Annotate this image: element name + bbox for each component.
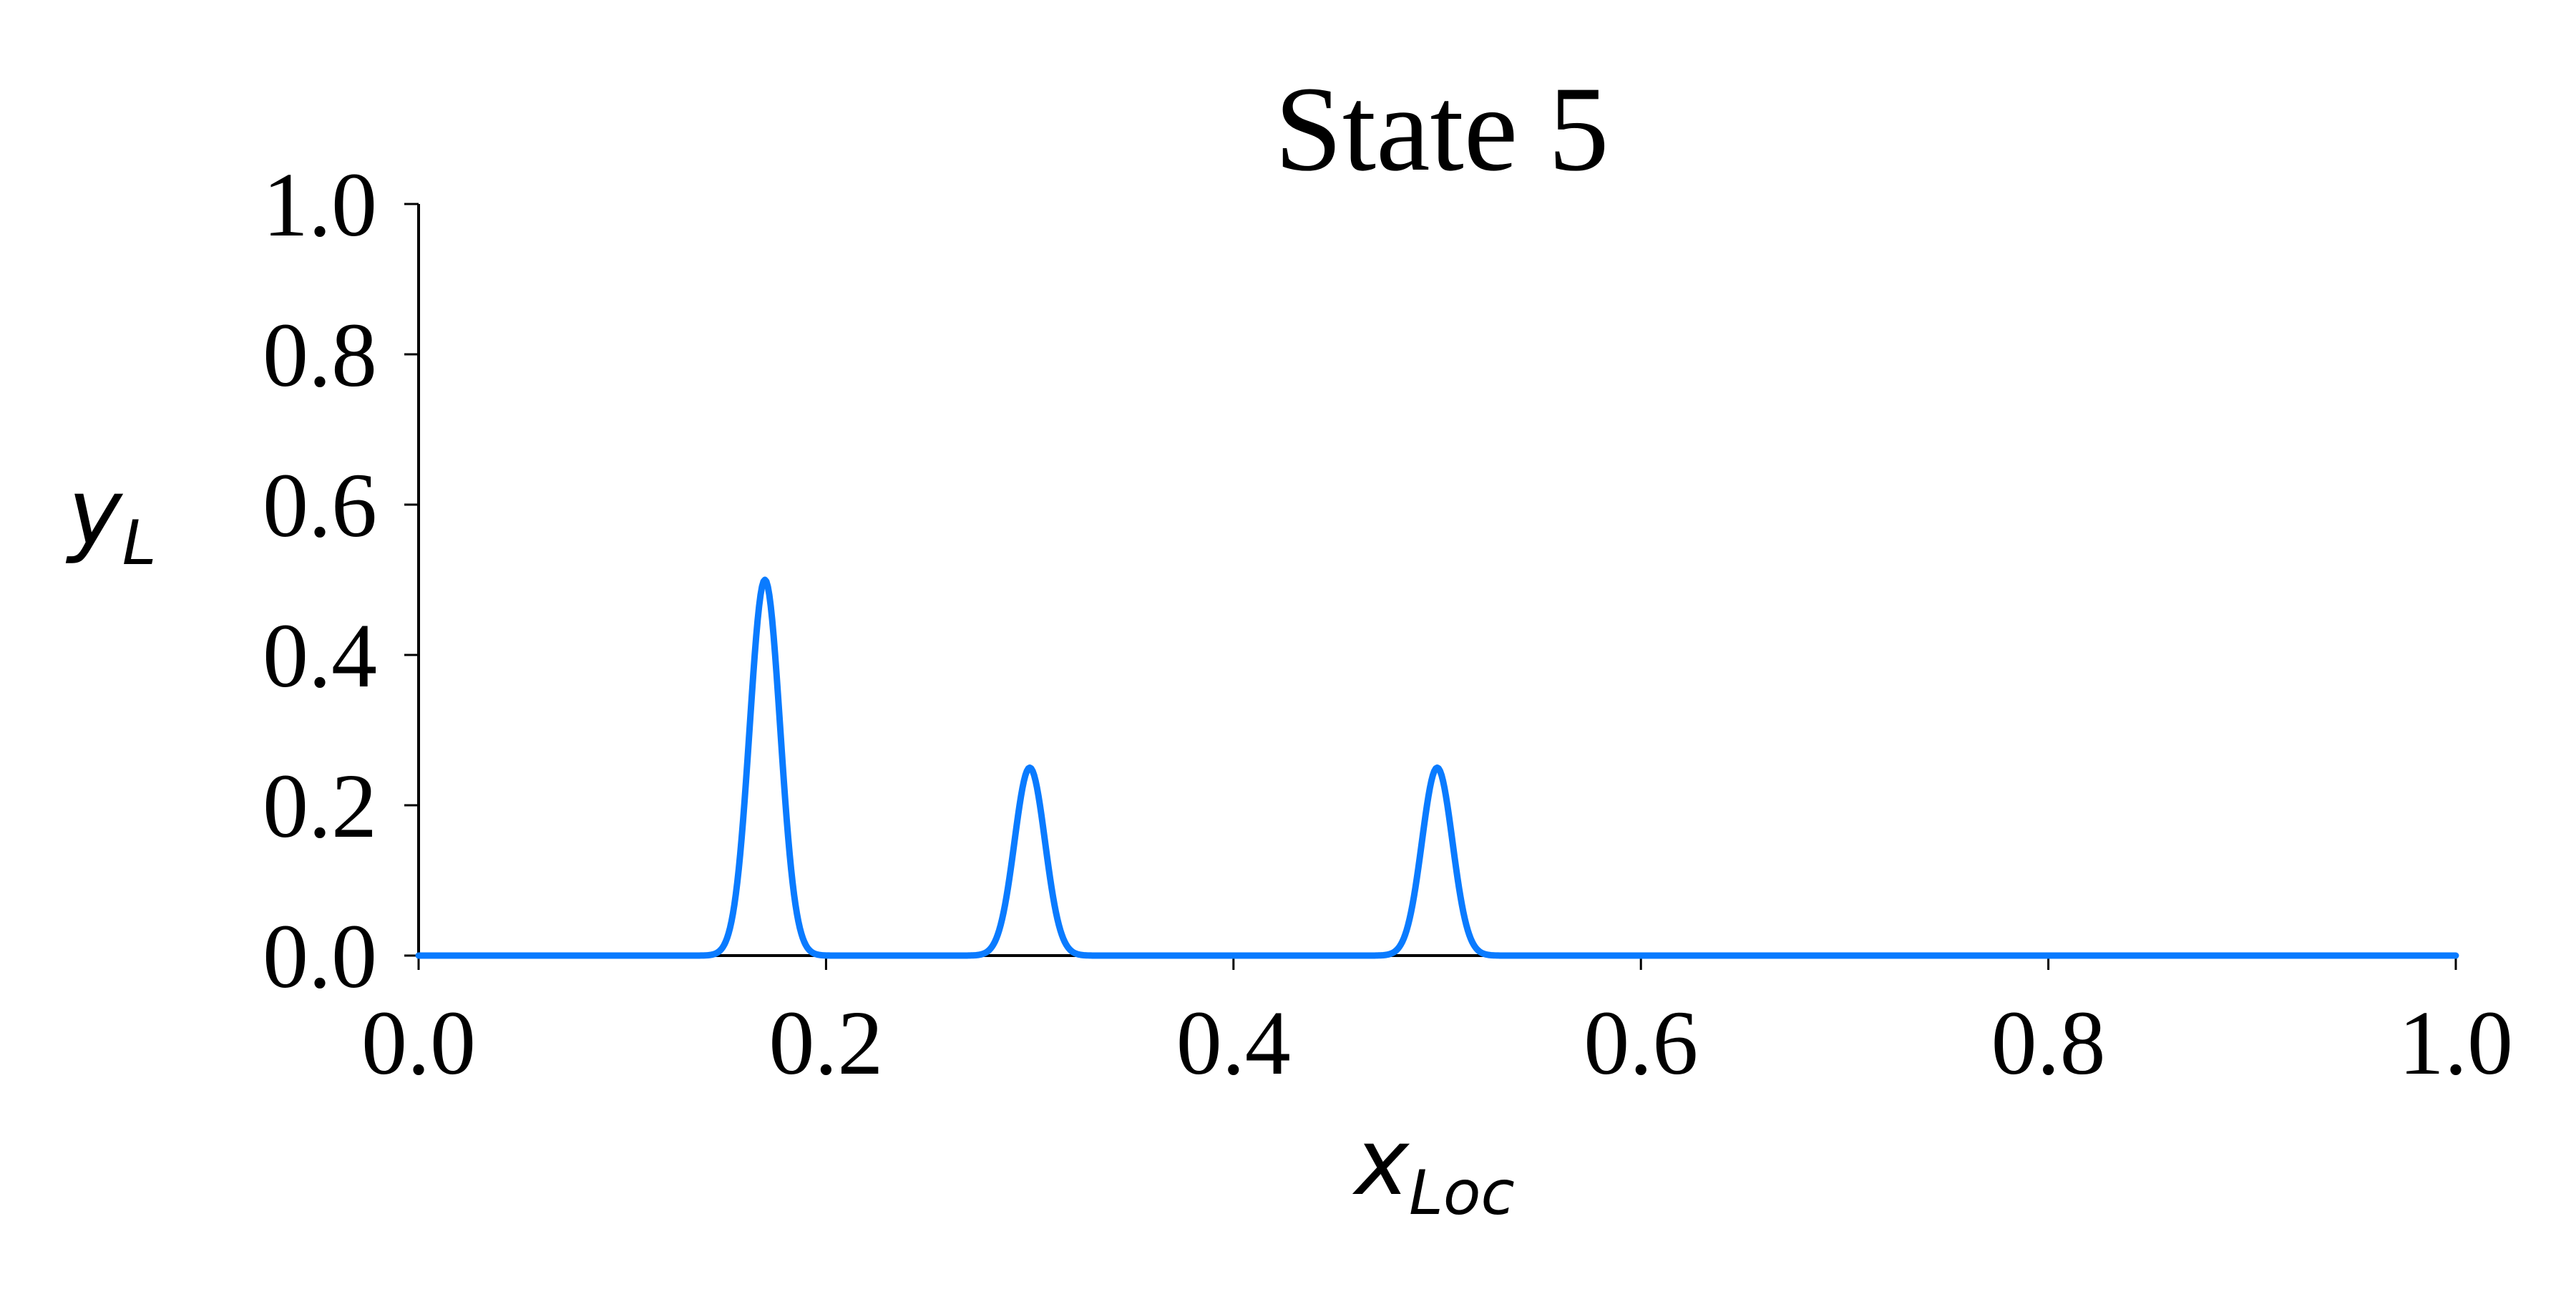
y-tick-label: 0.2: [263, 755, 377, 857]
y-axis-label-main: y: [65, 460, 124, 566]
y-axis-label: yL: [65, 460, 157, 579]
y-tick-label: 0.6: [263, 455, 377, 556]
chart-title: State 5: [1274, 62, 1609, 196]
y-tick-label: 1.0: [263, 154, 377, 256]
y-tick-label: 0.0: [263, 905, 377, 1007]
x-tick-label: 0.4: [1176, 992, 1291, 1094]
x-tick-label: 0.0: [361, 992, 476, 1094]
x-tick-label: 1.0: [2399, 992, 2513, 1094]
x-axis: 0.0 0.2 0.4 0.6 0.8 1.0: [361, 954, 2513, 1094]
x-axis-label: xLoc: [1352, 1109, 1515, 1229]
y-axis: 0.0 0.2 0.4 0.6 0.8 1.0: [263, 154, 420, 1007]
y-tick-label: 0.8: [263, 304, 377, 406]
series-layer: [415, 576, 2459, 959]
x-tick-label: 0.6: [1584, 992, 1698, 1094]
y-axis-label-sub: L: [122, 507, 157, 579]
series-line: [415, 576, 2459, 959]
x-tick-label: 0.2: [769, 992, 883, 1094]
x-axis-label-main: x: [1352, 1109, 1410, 1216]
y-tick-label: 0.4: [263, 605, 377, 706]
x-axis-label-sub: Loc: [1409, 1157, 1515, 1229]
x-tick-label: 0.8: [1991, 992, 2106, 1094]
